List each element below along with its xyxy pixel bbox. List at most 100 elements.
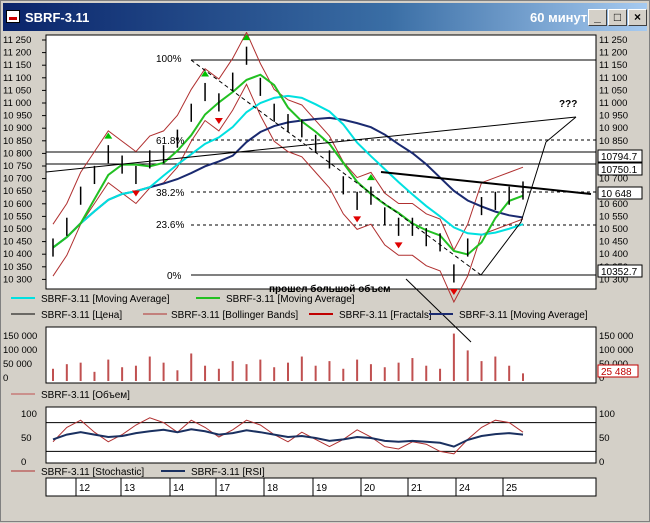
oscillator-y-axis: 100 100 50 50 0 0 (21, 409, 615, 468)
price-tick-right: 10 450 (599, 237, 628, 248)
osc-tick-right: 50 (599, 433, 610, 444)
price-tick-left: 10 500 (3, 224, 32, 235)
volume-value-box: 25 488 (601, 367, 632, 378)
bollinger-lower (52, 83, 524, 304)
date-axis (45, 477, 597, 497)
price-tick-left: 11 150 (3, 60, 31, 71)
price-tick-left: 11 200 (3, 48, 31, 59)
fib-label-382: 38.2% (156, 188, 184, 199)
maximize-button[interactable]: □ (608, 9, 627, 26)
price-tick-left: 10 650 (3, 186, 32, 197)
date-label: 21 (411, 483, 423, 494)
osc-tick-right: 0 (599, 457, 604, 468)
volume-bars (52, 333, 524, 381)
fractal-up-icon (104, 132, 113, 139)
bollinger-upper (52, 32, 524, 252)
legend-ma-green: SBRF-3.11 [Moving Average] (226, 294, 355, 305)
fib-label-100: 100% (156, 54, 182, 65)
price-tick-right: 10 300 (599, 274, 628, 285)
price-tick-right: 11 150 (599, 60, 627, 71)
price-tick-right: 10 600 (599, 199, 628, 210)
ma-green (52, 73, 524, 256)
price-panel[interactable] (45, 34, 597, 290)
fib-label-236: 23.6% (156, 220, 184, 231)
price-tick-left: 10 850 (3, 136, 32, 147)
value-box-ma2: 10750.1 (601, 165, 638, 176)
price-tick-right: 10 700 (599, 174, 628, 185)
trendline-resistance (45, 116, 577, 173)
fractal-up-icon (242, 34, 251, 41)
legend-ma-cyan: SBRF-3.11 [Moving Average] (41, 294, 170, 305)
legend-volume: SBRF-3.11 [Объем] (41, 389, 130, 401)
date-label: 24 (459, 483, 471, 494)
date-label: 18 (267, 483, 279, 494)
osc-tick-left: 100 (21, 409, 37, 420)
price-tick-right: 10 400 (599, 249, 628, 260)
fractal-down-icon (353, 216, 362, 223)
price-tick-right: 11 250 (599, 35, 627, 46)
price-tick-left: 10 700 (3, 174, 32, 185)
volume-tick-right: 150 000 (599, 331, 633, 342)
title-bar[interactable]: SBRF-3.11 60 минут _ □ × (3, 3, 647, 31)
fractal-up-icon (201, 70, 210, 77)
legend-price: SBRF-3.11 [Цена] (41, 310, 122, 321)
volume-value-box-bg (597, 364, 639, 378)
question-annotation: ??? (559, 99, 577, 110)
annotation-arrow (405, 278, 472, 343)
date-label: 13 (124, 483, 136, 494)
window-title: SBRF-3.11 (25, 10, 90, 25)
volume-panel[interactable] (45, 326, 597, 384)
legend-fractals: SBRF-3.11 [Fractals] (339, 310, 432, 321)
volume-tick-left: 0 (3, 373, 8, 384)
price-tick-right: 11 200 (599, 48, 627, 59)
osc-tick-left: 50 (21, 433, 32, 444)
volume-tick-left: 100 000 (3, 345, 37, 356)
price-tick-left: 10 600 (3, 199, 32, 210)
projection-line (480, 116, 577, 276)
minimize-button[interactable]: _ (588, 9, 607, 26)
value-box-price: 10 648 (601, 189, 632, 200)
ma-cyan (52, 94, 524, 249)
fractal-down-icon (131, 190, 140, 197)
legend-ma-navy: SBRF-3.11 [Moving Average] (459, 310, 588, 321)
price-tick-left: 10 350 (3, 262, 32, 273)
price-tick-left: 11 250 (3, 35, 31, 46)
price-tick-left: 10 450 (3, 237, 32, 248)
close-button[interactable]: × (628, 9, 647, 26)
fib-label-0: 0% (167, 271, 182, 282)
price-tick-left: 10 550 (3, 211, 32, 222)
price-tick-left: 10 750 (3, 161, 32, 172)
value-box-low: 10352.7 (601, 267, 638, 278)
price-series (45, 32, 592, 343)
price-tick-left: 11 100 (3, 73, 31, 84)
value-box-ma2-bg (597, 162, 643, 176)
oscillator-panel[interactable] (45, 406, 597, 464)
timeframe-label: 60 минут (530, 10, 588, 25)
price-tick-right: 10 900 (599, 123, 628, 134)
osc-tick-right: 100 (599, 409, 615, 420)
date-label: 19 (316, 483, 328, 494)
fractal-up-icon (366, 174, 375, 181)
volume-tick-left: 50 000 (3, 359, 32, 370)
date-label: 14 (173, 483, 185, 494)
chart-app-icon (6, 10, 20, 23)
fractal-down-icon (394, 242, 403, 249)
volume-annotation: прошел большой объем (269, 283, 390, 295)
price-tick-right: 10 550 (599, 211, 628, 222)
stochastic-line (52, 417, 524, 455)
date-label: 17 (219, 483, 231, 494)
fractal-down-icon (214, 117, 223, 124)
price-tick-right: 10 850 (599, 136, 628, 147)
date-label: 25 (506, 483, 518, 494)
legend-rsi: SBRF-3.11 [RSI] (191, 467, 265, 478)
date-label: 20 (364, 483, 376, 494)
price-tick-right: 11 050 (599, 85, 627, 96)
price-tick-left: 10 900 (3, 123, 32, 134)
price-legend: SBRF-3.11 [Moving Average] SBRF-3.11 [Mo… (11, 294, 588, 321)
volume-tick-left: 150 000 (3, 331, 37, 342)
trendline-neckline (380, 171, 592, 195)
price-tick-left: 10 800 (3, 148, 32, 159)
price-tick-left: 10 950 (3, 111, 32, 122)
